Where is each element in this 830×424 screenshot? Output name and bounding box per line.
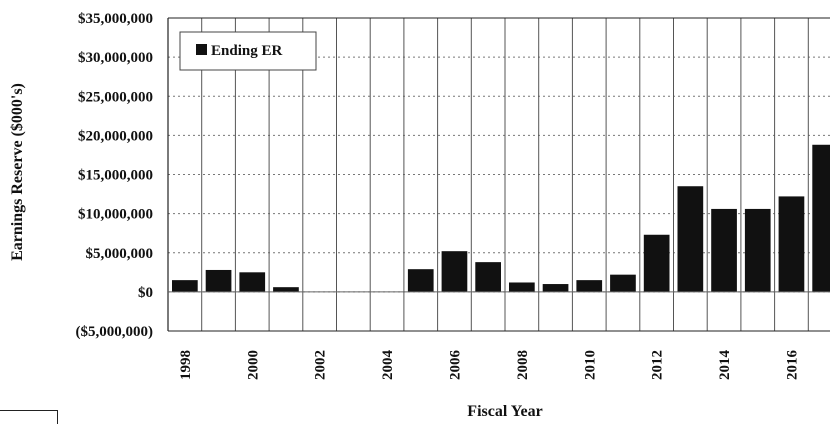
bar [610,274,636,292]
x-tick-label: 2010 [582,350,598,380]
legend-swatch [196,44,207,55]
y-tick-label: $20,000,000 [78,128,153,144]
bar [273,287,299,292]
y-tick-label: ($5,000,000) [76,324,154,340]
y-axis-title: Earnings Reserve ($000's) [9,83,26,261]
y-tick-label: $5,000,000 [86,246,154,262]
bar [778,196,805,292]
x-tick-label: 2012 [650,350,666,380]
bar [643,234,670,292]
bar [542,284,569,292]
axes [167,17,830,332]
bar [812,144,830,292]
x-axis-title: Fiscal Year [467,403,542,420]
bar [407,269,434,292]
bar [239,272,266,292]
y-tick-labels: $35,000,000 $30,000,000 $25,000,000 $20,000… [76,11,154,340]
y-tick-label: $10,000,000 [78,207,153,223]
x-tick-label: 2004 [380,350,396,381]
y-tick-label: $30,000,000 [78,50,153,66]
x-tick-labels: 1998 2000 2002 2004 2006 2008 2010 2012 2014 2016 [178,350,801,381]
bar [677,186,704,292]
y-tick-label: $25,000,000 [78,89,153,105]
bar [711,208,737,292]
bar [441,251,468,292]
bar [509,282,535,292]
x-tick-label: 2000 [245,350,261,380]
x-tick-label: 2014 [717,350,733,381]
x-tick-label: 2008 [515,350,531,380]
x-tick-label: 2006 [447,350,463,381]
x-tick-label: 2002 [313,350,329,380]
y-tick-label: $15,000,000 [78,168,153,184]
bar [172,280,198,292]
x-tick-label: 1998 [178,350,194,380]
bar [744,208,771,292]
legend: Ending ER [179,31,317,71]
bar [205,269,232,292]
bar [475,262,501,292]
legend-label: Ending ER [211,43,282,59]
bar [576,280,603,292]
bars [172,144,830,292]
y-tick-label: $0 [138,285,153,301]
corner-box [0,410,58,424]
x-tick-label: 2016 [784,350,800,381]
y-tick-label: $35,000,000 [78,11,153,27]
